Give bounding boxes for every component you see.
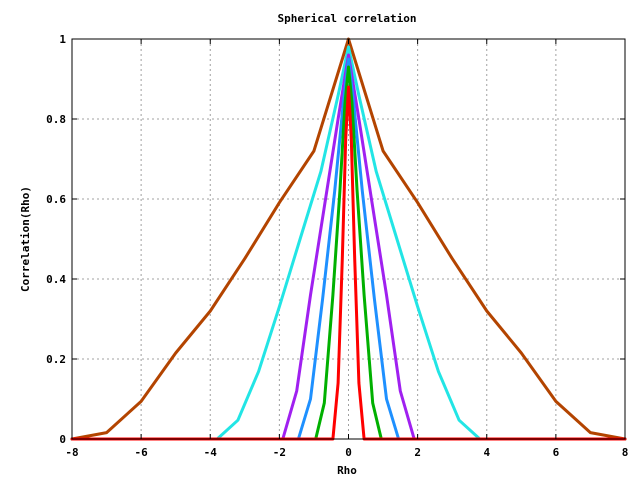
x-axis-label: Rho [337, 464, 357, 477]
ticks: -8 -6 -4 -2 0 2 4 6 8 0 0.2 0.4 0.6 0.8 1 [46, 33, 628, 459]
y-axis-label: Correlation(Rho) [19, 186, 32, 292]
series-line-4 [70, 57, 627, 441]
y-tick-label: 0.6 [46, 193, 66, 206]
series-line-2 [70, 45, 627, 441]
y-tick-label: 0 [59, 433, 66, 446]
x-tick-label: -8 [65, 446, 78, 459]
x-tick-label: 2 [414, 446, 421, 459]
x-tick-label: -2 [273, 446, 286, 459]
y-tick-label: 1 [59, 33, 66, 46]
y-tick-label: 0.4 [46, 273, 66, 286]
chart-title: Spherical correlation [277, 12, 416, 25]
y-tick-label: 0.2 [46, 353, 66, 366]
series-line-6 [70, 85, 627, 441]
x-tick-label: 4 [483, 446, 490, 459]
x-tick-label: 8 [622, 446, 629, 459]
x-tick-label: -6 [135, 446, 149, 459]
x-tick-label: -4 [204, 446, 218, 459]
x-tick-label: 6 [553, 446, 560, 459]
x-tick-label: 0 [345, 446, 352, 459]
series-line-3 [70, 53, 627, 441]
y-tick-label: 0.8 [46, 113, 66, 126]
series-group [70, 37, 627, 441]
series-line-5 [70, 65, 627, 441]
